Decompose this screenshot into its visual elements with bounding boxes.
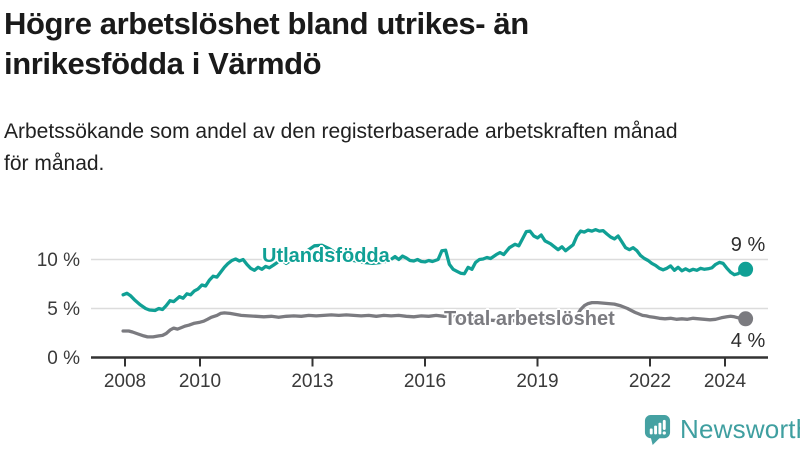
series-line-0 (121, 227, 748, 313)
series-line-1 (121, 300, 748, 339)
x-tick-label: 2016 (404, 371, 446, 392)
brand-name: Newsworthy (680, 414, 800, 444)
page-title-line1: Högre arbetslöshet bland utrikes- än (4, 6, 529, 41)
series-end-dot-1 (738, 311, 754, 327)
y-tick-label: 10 % (37, 250, 80, 271)
end-value-utlandsfodda: 9 % (730, 234, 766, 256)
y-tick-label: 5 % (47, 299, 80, 320)
x-tick-label: 2013 (291, 371, 333, 392)
y-tick-label: 0 % (47, 348, 80, 369)
chart-subtitle-line2: för månad. (4, 152, 105, 175)
chart-subtitle: Arbetssökande som andel av den registerb… (4, 116, 796, 180)
x-tick-label: 2022 (629, 371, 671, 392)
series-end-dot-0 (738, 261, 754, 277)
bar-chart-speech-bubble-icon (644, 415, 671, 445)
x-tick-label: 2024 (704, 371, 747, 392)
end-value-total: 4 % (730, 330, 766, 352)
x-tick-label: 2008 (104, 371, 146, 392)
brand-logo[interactable]: Newsworthy (643, 413, 800, 446)
series-label-total-arbetsloshet: Total arbetslöshet (444, 308, 615, 330)
page-title: Högre arbetslöshet bland utrikes- än inr… (4, 4, 644, 84)
x-tick-label: 2019 (516, 371, 558, 392)
x-tick-label: 2010 (179, 371, 221, 392)
page-title-line2: inrikesfödda i Värmdö (4, 46, 322, 81)
chart-subtitle-line1: Arbetssökande som andel av den registerb… (4, 120, 678, 143)
series-label-utlandsfodda: Utlandsfödda (262, 245, 390, 267)
